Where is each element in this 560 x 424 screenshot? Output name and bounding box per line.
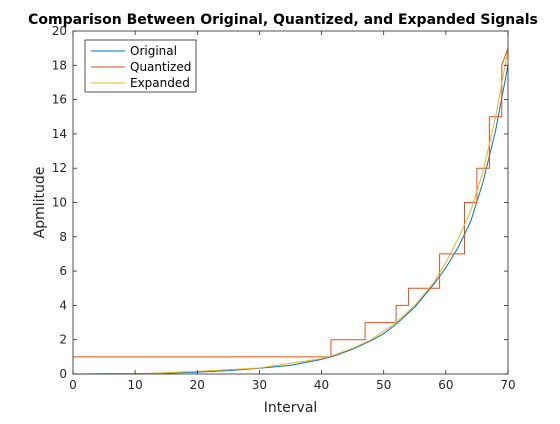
y-tick-label: 16 [52, 93, 67, 107]
y-tick-label: 18 [52, 58, 67, 72]
chart-title: Comparison Between Original, Quantized, … [28, 12, 538, 28]
series-line-expanded [73, 49, 509, 375]
x-tick-label: 30 [252, 378, 267, 392]
legend-label-quantized: Quantized [130, 60, 191, 74]
axes-layer: 0 10 20 30 40 50 60 70 0 2 4 6 8 10 12 14 16 18 20 [52, 24, 516, 392]
x-tick-label: 40 [314, 378, 329, 392]
x-axis-label: Interval [264, 400, 318, 416]
y-tick-label: 14 [52, 127, 67, 141]
series-layer [73, 48, 509, 375]
y-tick-label: 6 [59, 264, 67, 278]
x-tick-label: 60 [438, 378, 453, 392]
legend-label-original: Original [130, 44, 177, 58]
y-tick-label: 10 [52, 196, 67, 210]
y-tick-label: 12 [52, 161, 67, 175]
y-tick-label: 0 [59, 367, 67, 381]
y-tick-label: 8 [59, 230, 67, 244]
y-tick-label: 4 [59, 298, 67, 312]
y-axis-label: Apmlitude [32, 167, 48, 239]
x-tick-label: 10 [128, 378, 143, 392]
x-tick-label: 0 [69, 378, 77, 392]
y-tick-label: 20 [52, 24, 67, 38]
x-tick-label: 50 [376, 378, 391, 392]
series-line-quantized [73, 48, 509, 358]
legend: Original Quantized Expanded [84, 39, 197, 93]
x-tick-label: 20 [190, 378, 205, 392]
x-tick-label: 70 [500, 378, 515, 392]
y-tick-label: 2 [59, 333, 67, 347]
legend-label-expanded: Expanded [130, 76, 190, 90]
